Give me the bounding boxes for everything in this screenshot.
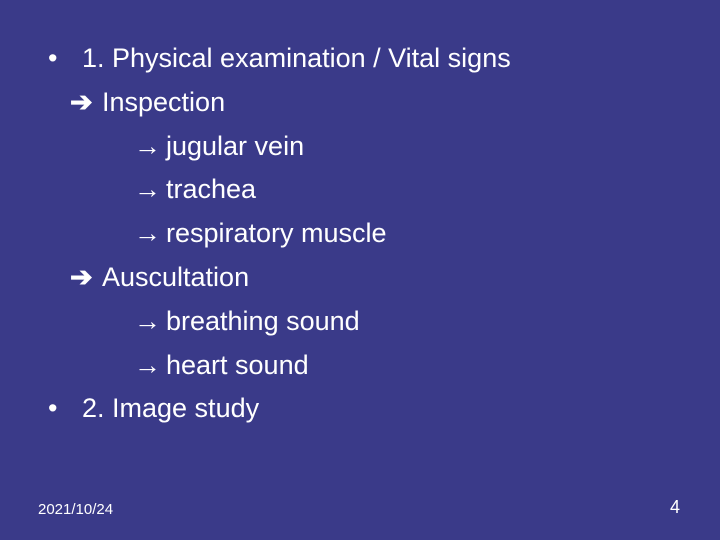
list-item-text: Inspection [102,84,225,122]
list-item-text: breathing sound [166,303,360,341]
list-item-text: Auscultation [102,259,249,297]
list-item: ➔ Inspection [48,84,680,122]
arrow-thin-icon: → [134,215,166,253]
slide-content: • 1. Physical examination / Vital signs … [48,40,680,434]
footer-page-number: 4 [670,497,680,518]
list-item-text: 1. Physical examination / Vital signs [82,40,511,78]
list-item: • 2. Image study [48,390,680,428]
list-item-text: 2. Image study [82,390,259,428]
list-item-text: respiratory muscle [166,215,387,253]
list-item-text: heart sound [166,347,309,385]
list-item: • 1. Physical examination / Vital signs [48,40,680,78]
list-item: → respiratory muscle [48,215,680,253]
list-item: → trachea [48,171,680,209]
arrow-thin-icon: → [134,347,166,385]
bullet-icon: • [48,390,82,428]
arrow-bold-icon: ➔ [70,259,102,297]
slide: • 1. Physical examination / Vital signs … [0,0,720,540]
list-item: → jugular vein [48,128,680,166]
list-item-text: jugular vein [166,128,304,166]
footer-date: 2021/10/24 [38,501,113,518]
list-item: → heart sound [48,347,680,385]
arrow-bold-icon: ➔ [70,84,102,122]
arrow-thin-icon: → [134,171,166,209]
bullet-icon: • [48,40,82,78]
list-item: ➔ Auscultation [48,259,680,297]
arrow-thin-icon: → [134,303,166,341]
list-item: → breathing sound [48,303,680,341]
arrow-thin-icon: → [134,128,166,166]
list-item-text: trachea [166,171,256,209]
